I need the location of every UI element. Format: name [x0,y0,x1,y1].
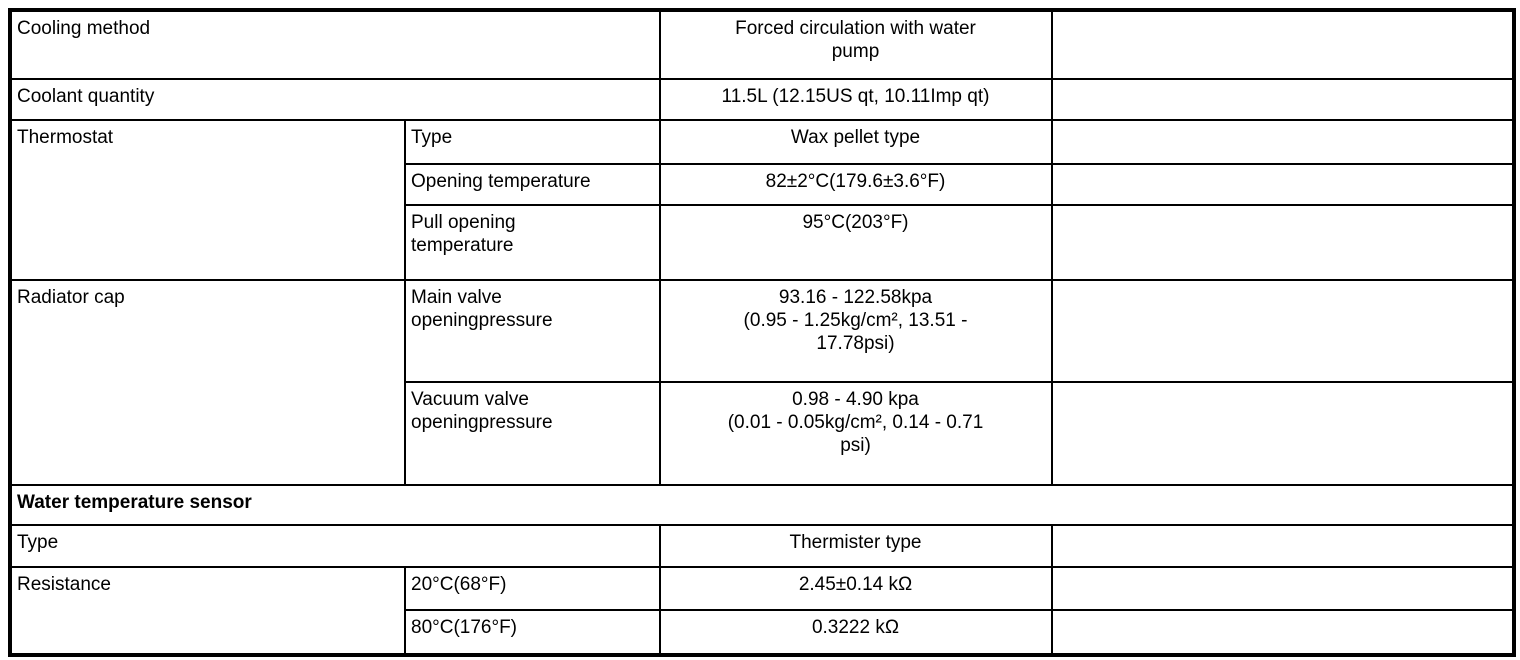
empty-cell [1051,609,1515,656]
empty-cell [1051,279,1515,383]
cooling-system-spec-table: Cooling method Forced circulation with w… [8,8,1516,657]
table-row: Coolant quantity 11.5L (12.15US qt, 10.1… [9,78,1515,121]
cooling-method-label: Cooling method [9,9,661,80]
vacuum-valve-opening-pressure-label: Vacuum valve openingpressure [404,381,661,486]
main-valve-opening-pressure-value: 93.16 - 122.58kpa (0.95 - 1.25kg/cm², 13… [659,279,1053,383]
thermostat-label: Thermostat [9,119,406,281]
resistance-label: Resistance [9,566,406,656]
empty-cell [1051,119,1515,165]
empty-cell [1051,78,1515,121]
opening-temperature-value: 82±2°C(179.6±3.6°F) [659,163,1053,206]
opening-temperature-label: Opening temperature [404,163,661,206]
main-valve-opening-pressure-label: Main valve openingpressure [404,279,661,383]
pull-opening-temperature-value: 95°C(203°F) [659,204,1053,281]
sensor-type-label: Type [9,524,661,568]
table-row: Type Thermister type [9,524,1515,568]
empty-cell [1051,566,1515,611]
table-row: 80°C(176°F) 0.3222 kΩ [10,609,1515,656]
empty-cell [1051,204,1515,281]
coolant-quantity-value: 11.5L (12.15US qt, 10.11Imp qt) [659,78,1053,121]
resistance-80c-label: 80°C(176°F) [404,609,661,656]
table-row: Opening temperature 82±2°C(179.6±3.6°F) [10,163,1515,206]
table-row: Radiator cap Main valve openingpressure … [9,279,1515,486]
section-header-row: Water temperature sensor [9,484,1515,526]
empty-cell [1051,524,1515,568]
radiator-cap-label: Radiator cap [9,279,406,486]
thermostat-type-label: Type [404,119,661,165]
table-row: Thermostat Type Wax pellet type [9,119,1515,281]
coolant-quantity-label: Coolant quantity [9,78,661,121]
sensor-type-value: Thermister type [659,524,1053,568]
table-row: Vacuum valve openingpressure 0.98 - 4.90… [10,381,1515,486]
empty-cell [1051,381,1515,486]
resistance-80c-value: 0.3222 kΩ [659,609,1053,656]
cooling-method-value: Forced circulation with water pump [659,9,1053,80]
thermostat-type-value: Wax pellet type [659,119,1053,165]
table-row: Resistance 20°C(68°F) 2.45±0.14 kΩ [9,566,1515,656]
table-row: Pull opening temperature 95°C(203°F) [10,204,1515,281]
vacuum-valve-opening-pressure-value: 0.98 - 4.90 kpa (0.01 - 0.05kg/cm², 0.14… [659,381,1053,486]
resistance-20c-label: 20°C(68°F) [404,566,661,611]
water-temperature-sensor-section-label: Water temperature sensor [9,484,1515,526]
pull-opening-temperature-label: Pull opening temperature [404,204,661,281]
table-row: Cooling method Forced circulation with w… [9,9,1515,80]
empty-cell [1051,9,1515,80]
empty-cell [1051,163,1515,206]
resistance-20c-value: 2.45±0.14 kΩ [659,566,1053,611]
